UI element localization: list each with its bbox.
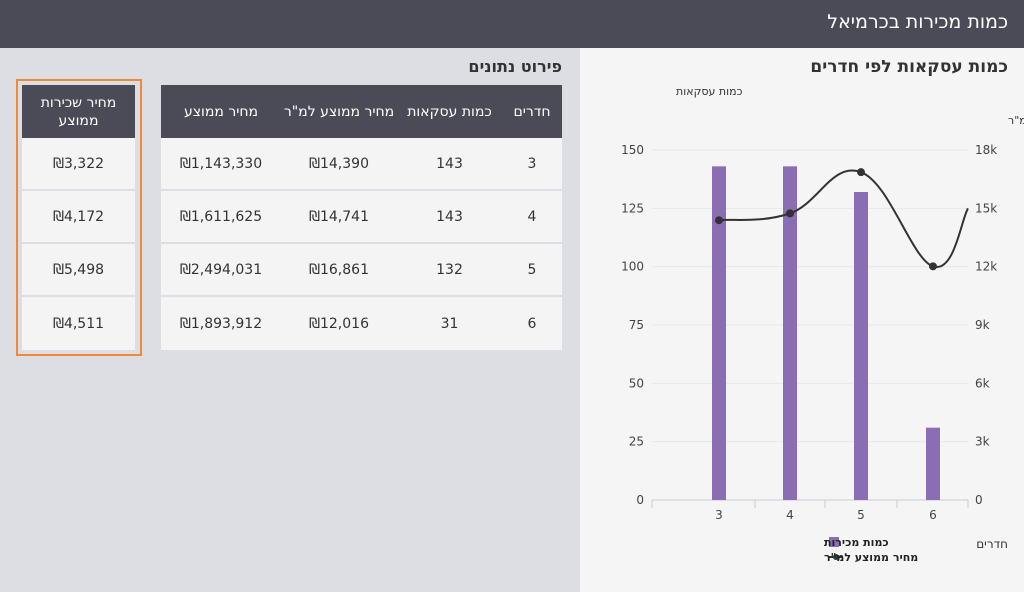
legend-line-label: מחיר ממוצע למ"ר — [824, 551, 918, 564]
cell-rooms: 6 — [527, 315, 537, 332]
right-tick-label: 15k — [975, 201, 997, 215]
cell-deals-count: 143 — [436, 155, 463, 172]
right-tick-label: 3k — [975, 435, 990, 449]
table-row: 3 143 ₪14,390 ₪1,143,330 — [161, 138, 562, 191]
x-tick-label: 3 — [715, 508, 723, 522]
header-deals-count: כמות עסקאות — [407, 103, 492, 120]
header-avg-price-sqm: מחיר ממוצע למ"ר — [283, 103, 395, 120]
table-row: 6 31 ₪12,016 ₪1,893,912 — [161, 297, 562, 350]
left-tick-label: 25 — [629, 435, 644, 449]
right-axis-label: מחיר ממוצע למ"ר — [1008, 114, 1024, 127]
cell-avg-price: ₪1,611,625 — [179, 208, 263, 225]
x-axis-label: חדרים — [976, 537, 1008, 551]
legend-line-marker — [833, 554, 839, 560]
line-point — [857, 168, 865, 177]
header-avg-price: מחיר ממוצע — [183, 103, 259, 120]
rent-value: ₪3,322 — [22, 138, 135, 191]
cell-deals-count: 132 — [436, 261, 463, 278]
table-row: 4 143 ₪14,741 ₪1,611,625 — [161, 191, 562, 244]
legend-bar-label: כמות מכירות — [824, 536, 889, 549]
left-tick-label: 75 — [629, 318, 644, 332]
avg-price-line — [718, 169, 969, 268]
table-row: 5 132 ₪16,861 ₪2,494,031 — [161, 244, 562, 297]
left-axis-label: כמות עסקאות — [676, 85, 743, 98]
x-tick-label: 4 — [786, 508, 794, 522]
right-tick-label: 12k — [975, 260, 997, 274]
rent-header: מחיר שכירות ממוצע — [22, 85, 135, 138]
data-table: חדרים כמות עסקאות מחיר ממוצע למ"ר מחיר מ… — [161, 85, 562, 350]
right-tick-label: 0 — [975, 493, 983, 507]
x-tick-label: 5 — [857, 508, 865, 522]
bar — [783, 166, 797, 500]
table-header-row: חדרים כמות עסקאות מחיר ממוצע למ"ר מחיר מ… — [161, 85, 562, 138]
cell-avg-price-sqm: ₪14,741 — [309, 208, 369, 225]
cell-rooms: 4 — [527, 208, 537, 225]
combo-chart: כמות עסקאות מחיר ממוצע למ"ר 0 0 25 3k 50 6k 75 9k… — [621, 85, 1024, 564]
rent-value: ₪5,498 — [22, 244, 135, 297]
chart-title: כמות עסקאות לפי חדרים — [810, 57, 1008, 77]
rent-value: ₪4,511 — [22, 297, 135, 350]
cell-avg-price: ₪1,143,330 — [179, 155, 263, 172]
cell-avg-price: ₪2,494,031 — [179, 261, 263, 278]
cell-avg-price-sqm: ₪14,390 — [309, 155, 369, 172]
rent-value: ₪4,172 — [22, 191, 135, 244]
bar — [712, 166, 726, 500]
right-tick-label: 9k — [975, 318, 990, 332]
line-point — [786, 209, 794, 218]
details-title: פירוט נתונים — [468, 57, 562, 76]
x-tick-label: 6 — [929, 508, 937, 522]
cell-rooms: 3 — [527, 155, 537, 172]
line-point — [929, 262, 937, 271]
bar — [854, 192, 868, 500]
left-tick-label: 125 — [621, 201, 644, 215]
line-point — [715, 216, 723, 225]
header-rooms: חדרים — [513, 103, 551, 120]
right-tick-label: 18k — [975, 143, 997, 157]
cell-avg-price-sqm: ₪12,016 — [309, 315, 369, 332]
page-title: כמות מכירות בכרמיאל — [827, 11, 1008, 33]
cell-avg-price-sqm: ₪16,861 — [309, 261, 369, 278]
left-tick-label: 50 — [629, 376, 644, 390]
left-tick-label: 0 — [636, 493, 644, 507]
cell-avg-price: ₪1,893,912 — [179, 315, 263, 332]
top-bar: כמות מכירות בכרמיאל — [0, 0, 1024, 48]
chart-panel: כמות עסקאות לפי חדרים כמות עסקאות מחיר ממ… — [580, 48, 1024, 592]
cell-deals-count: 143 — [436, 208, 463, 225]
rent-highlight-frame — [16, 79, 142, 356]
right-tick-label: 6k — [975, 376, 990, 390]
cell-deals-count: 31 — [440, 315, 459, 332]
rent-table: מחיר שכירות ממוצע ₪3,322 ₪4,172 ₪5,498 ₪… — [22, 85, 135, 350]
bar — [926, 427, 940, 500]
legend-bar-swatch — [829, 537, 839, 547]
left-tick-label: 100 — [621, 260, 644, 274]
cell-rooms: 5 — [527, 261, 537, 278]
left-tick-label: 150 — [621, 143, 644, 157]
